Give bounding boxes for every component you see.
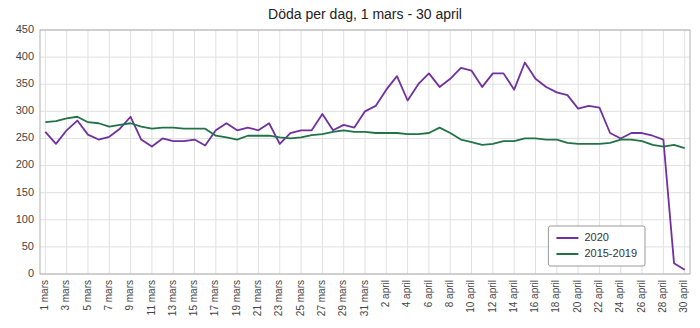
x-grid-line	[258, 30, 259, 274]
y-tick-label: 50	[22, 240, 34, 252]
x-tick-label: 8 april	[444, 280, 455, 307]
x-tick-label: 21 mars	[252, 280, 263, 316]
x-tick-label: 2 april	[380, 280, 391, 307]
x-tick-label: 16 april	[529, 280, 540, 313]
x-tick-label: 17 mars	[209, 280, 220, 316]
x-tick-label: 26 april	[636, 280, 647, 313]
legend-label: 2020	[584, 231, 608, 243]
lines	[45, 63, 684, 270]
legend-swatch	[556, 237, 578, 239]
x-grid-line	[45, 30, 46, 274]
x-tick-label: 4 april	[401, 280, 412, 307]
x-grid-line	[343, 30, 344, 274]
x-tick-label: 7 mars	[103, 280, 114, 311]
series-line	[45, 63, 684, 270]
x-grid-line	[237, 30, 238, 274]
x-grid-line	[194, 30, 195, 274]
y-tick-label: 400	[16, 50, 34, 62]
x-tick-label: 27 mars	[316, 280, 327, 316]
x-tick-label: 6 april	[423, 280, 434, 307]
x-grid-line	[684, 30, 685, 274]
x-tick-label: 1 mars	[39, 280, 50, 311]
x-grid-line	[215, 30, 216, 274]
x-tick-label: 9 mars	[124, 280, 135, 311]
x-tick-label: 19 mars	[231, 280, 242, 316]
x-grid-line	[301, 30, 302, 274]
x-grid-line	[428, 30, 429, 274]
x-tick-label: 22 april	[593, 280, 604, 313]
x-grid-line	[130, 30, 131, 274]
x-grid-line	[471, 30, 472, 274]
x-grid-line	[151, 30, 152, 274]
y-tick-label: 200	[16, 158, 34, 170]
x-tick-label: 24 april	[614, 280, 625, 313]
x-tick-label: 14 april	[508, 280, 519, 313]
x-grid-line	[407, 30, 408, 274]
x-grid-line	[109, 30, 110, 274]
x-tick-label: 5 mars	[82, 280, 93, 311]
title: Döda per dag, 1 mars - 30 april	[268, 6, 462, 22]
x-tick-label: 10 april	[465, 280, 476, 313]
series-line	[45, 117, 684, 148]
page: {"chart_data": {"type": "line", "title":…	[0, 0, 700, 328]
x-grid-line	[322, 30, 323, 274]
x-grid-line	[450, 30, 451, 274]
y-tick-label: 150	[16, 186, 34, 198]
y-tick-label: 0	[28, 267, 34, 279]
x-grid-line	[365, 30, 366, 274]
x-tick-label: 25 mars	[295, 280, 306, 316]
y-tick-label: 250	[16, 131, 34, 143]
legend: 2020 2015-2019	[548, 226, 645, 266]
x-tick-label: 3 mars	[60, 280, 71, 311]
legend-swatch	[556, 253, 578, 255]
x-tick-label: 13 mars	[167, 280, 178, 316]
x-tick-label: 20 april	[572, 280, 583, 313]
x-grid-line	[535, 30, 536, 274]
y-tick-label: 350	[16, 77, 34, 89]
x-tick-label: 18 april	[550, 280, 561, 313]
x-grid-line	[87, 30, 88, 274]
y-tick-label: 450	[16, 23, 34, 35]
x-grid-line	[279, 30, 280, 274]
x-tick-label: 28 april	[657, 280, 668, 313]
x-grid-line	[492, 30, 493, 274]
grid	[40, 30, 690, 274]
x-tick-label: 23 mars	[273, 280, 284, 316]
plot-frame	[40, 30, 690, 274]
x-grid-line	[66, 30, 67, 274]
legend-label: 2015-2019	[584, 247, 637, 259]
chart: 0 50 100 150 200 250 300 350 400 450 1 mars 3 mars 5…	[0, 0, 700, 328]
x-tick-label: 31 mars	[359, 280, 370, 316]
legend-box	[548, 226, 645, 266]
x-grid-line	[386, 30, 387, 274]
background	[0, 0, 700, 328]
y-tick-label: 300	[16, 104, 34, 116]
x-tick-label: 12 april	[487, 280, 498, 313]
x-tick-label: 30 april	[678, 280, 689, 313]
x-tick-label: 11 mars	[146, 280, 157, 315]
x-tick-label: 15 mars	[188, 280, 199, 316]
y-tick-label: 100	[16, 213, 34, 225]
x-grid-line	[514, 30, 515, 274]
x-grid-line	[173, 30, 174, 274]
x-tick-label: 29 mars	[337, 280, 348, 316]
